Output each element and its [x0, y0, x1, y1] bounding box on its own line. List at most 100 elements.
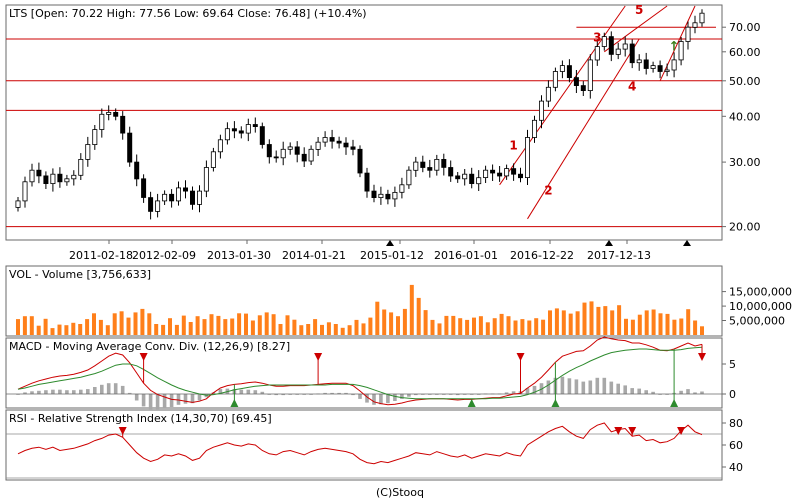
candle-body [57, 173, 63, 183]
volume-y-tick-label: 5,000,000 [729, 315, 785, 328]
volume-bar [320, 324, 324, 335]
candle-body [566, 65, 572, 78]
macd-histogram-bar [455, 394, 460, 396]
candle-body [378, 193, 384, 199]
volume-bar [71, 322, 76, 335]
price-plot-frame [5, 4, 723, 241]
candle-body [329, 137, 335, 142]
candle-body [85, 144, 91, 160]
price-y-ticks: 20.00 30.00 40.00 50.00 60.00 70.00 [722, 21, 761, 234]
candle-body [539, 100, 545, 121]
macd-histogram-bar [337, 392, 341, 394]
volume-bar [147, 313, 152, 335]
macd-histogram-bar [127, 392, 132, 394]
candle-body [64, 178, 70, 183]
volume-bar [686, 309, 691, 335]
candle-body [392, 191, 398, 200]
price-x-tick-label: 2016-12-22 [510, 249, 574, 262]
macd-histogram-bar [120, 385, 125, 394]
candle-body [217, 139, 223, 153]
macd-histogram-bar [414, 394, 418, 396]
macd-chart-title: MACD - Moving Average Conv. Div. (12,26,… [9, 340, 290, 353]
rsi-signals [118, 427, 686, 438]
volume-bar [402, 308, 407, 335]
volume-bar [375, 301, 380, 335]
volume-bar [382, 309, 387, 335]
macd-histogram-bar [679, 390, 683, 394]
rsi-chart-title: RSI - Relative Strength Index (14,30,70)… [9, 412, 272, 425]
candle-body [322, 137, 328, 143]
macd-histogram-bar [386, 394, 390, 404]
wave-label-2: 2 [544, 183, 552, 197]
candle-body [169, 193, 175, 202]
volume-bar [271, 314, 276, 335]
volume-bar [361, 323, 366, 335]
macd-histogram-bar [246, 389, 251, 394]
macd-histogram-bar [351, 394, 355, 396]
macd-histogram-bar [400, 394, 404, 399]
macd-histogram-bar [155, 394, 160, 410]
volume-chart-title: VOL - Volume [3,756,633] [9, 268, 151, 281]
candle-body [294, 146, 300, 155]
candle-body [629, 43, 635, 64]
price-x-tick-label: 2011-02-18 [69, 249, 133, 262]
volume-bar [326, 322, 331, 335]
macd-histogram-bar [176, 394, 181, 405]
price-candles [15, 9, 705, 220]
candle-body [532, 119, 538, 138]
volume-bar [292, 319, 297, 335]
macd-plot-frame [5, 337, 723, 409]
volume-bar [617, 305, 622, 335]
candle-body [525, 137, 531, 178]
candle-body [120, 115, 126, 134]
volume-bar [195, 316, 200, 335]
volume-bar [396, 316, 400, 335]
volume-bar [57, 324, 62, 335]
volume-bar [472, 317, 476, 335]
macd-histogram-bar [358, 394, 362, 399]
volume-bar [299, 325, 304, 335]
candle-body [441, 158, 447, 168]
volume-bar [465, 319, 470, 335]
macd-buy-signal [551, 399, 560, 407]
macd-histogram-bar [79, 389, 83, 394]
rsi-plot-frame [5, 409, 723, 481]
candle-body [490, 169, 496, 174]
rsi-line [17, 422, 703, 465]
price-y-tick-label: 20.00 [729, 221, 761, 234]
macd-lines [17, 336, 703, 406]
volume-bar [368, 317, 373, 335]
volume-bar [285, 315, 290, 335]
wave-label-1: 1 [509, 138, 517, 152]
macd-histogram-bar [651, 391, 655, 394]
candle-body [273, 156, 279, 159]
candle-body [371, 190, 377, 199]
macd-histogram-bar [588, 380, 593, 394]
candle-body [643, 59, 649, 69]
candle-body [511, 168, 517, 175]
macd-histogram-bar [372, 394, 376, 405]
macd-sell-signal [698, 353, 706, 361]
macd-histogram-bar [379, 394, 383, 405]
volume-bar [230, 318, 235, 335]
macd-histogram-bar [23, 392, 27, 394]
macd-histogram-bar [700, 391, 704, 394]
macd-histogram-bar [65, 390, 69, 394]
rsi-reference-lines [6, 433, 722, 479]
candle-body [350, 146, 356, 150]
volume-bar [161, 324, 166, 335]
volume-bar [250, 320, 255, 335]
wave-label-4: 4 [628, 80, 636, 94]
macd-histogram-bar [183, 394, 188, 404]
macd-histogram-bar [393, 394, 397, 401]
macd-histogram-bar [169, 394, 174, 407]
candle-body [518, 173, 524, 179]
price-y-tick-label: 40.00 [729, 110, 761, 123]
candle-body [420, 161, 426, 168]
candle-body [678, 41, 684, 61]
volume-bar [237, 313, 242, 335]
price-x-tick-label: 2016-01-01 [434, 249, 498, 262]
candle-body [22, 181, 28, 202]
macd-histogram-bar [141, 394, 146, 407]
volume-bar [665, 313, 670, 335]
